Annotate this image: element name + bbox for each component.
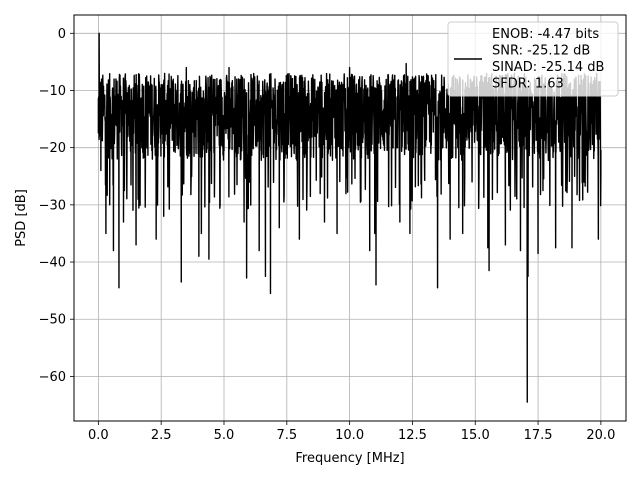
x-ticks: 0.0 2.5 5.0 7.5 10.0 12.5 15.0 17.5 20.0: [88, 421, 615, 443]
y-tick-label: −60: [39, 370, 66, 385]
x-tick-label: 10.0: [335, 428, 364, 443]
x-tick-label: 7.5: [276, 428, 297, 443]
legend-entry-enob: ENOB: -4.47 bits: [492, 27, 599, 42]
x-tick-label: 17.5: [524, 428, 553, 443]
legend-entry-sfdr: SFDR: 1.63: [492, 77, 564, 92]
legend-entry-sinad: SINAD: -25.14 dB: [492, 60, 604, 75]
y-tick-label: −30: [39, 198, 66, 213]
y-tick-label: −20: [39, 141, 66, 156]
psd-series-line: [97, 32, 602, 403]
x-tick-label: 5.0: [214, 428, 235, 443]
y-tick-label: 0: [58, 27, 66, 42]
x-tick-label: 2.5: [151, 428, 172, 443]
x-tick-label: 0.0: [88, 428, 109, 443]
series-layer: [97, 32, 602, 403]
y-tick-label: −10: [39, 84, 66, 99]
y-tick-label: −50: [39, 313, 66, 328]
y-tick-label: −40: [39, 256, 66, 271]
y-ticks: 0 −10 −20 −30 −40 −50 −60: [39, 27, 74, 385]
legend: ENOB: -4.47 bits SNR: -25.12 dB SINAD: -…: [447, 21, 619, 97]
x-tick-label: 12.5: [398, 428, 427, 443]
legend-entry-snr: SNR: -25.12 dB: [492, 44, 590, 59]
x-tick-label: 15.0: [461, 428, 490, 443]
x-axis-label: Frequency [MHz]: [295, 451, 404, 466]
x-tick-label: 20.0: [586, 428, 615, 443]
y-axis-label: PSD [dB]: [14, 189, 29, 247]
legend-box: [447, 21, 619, 97]
